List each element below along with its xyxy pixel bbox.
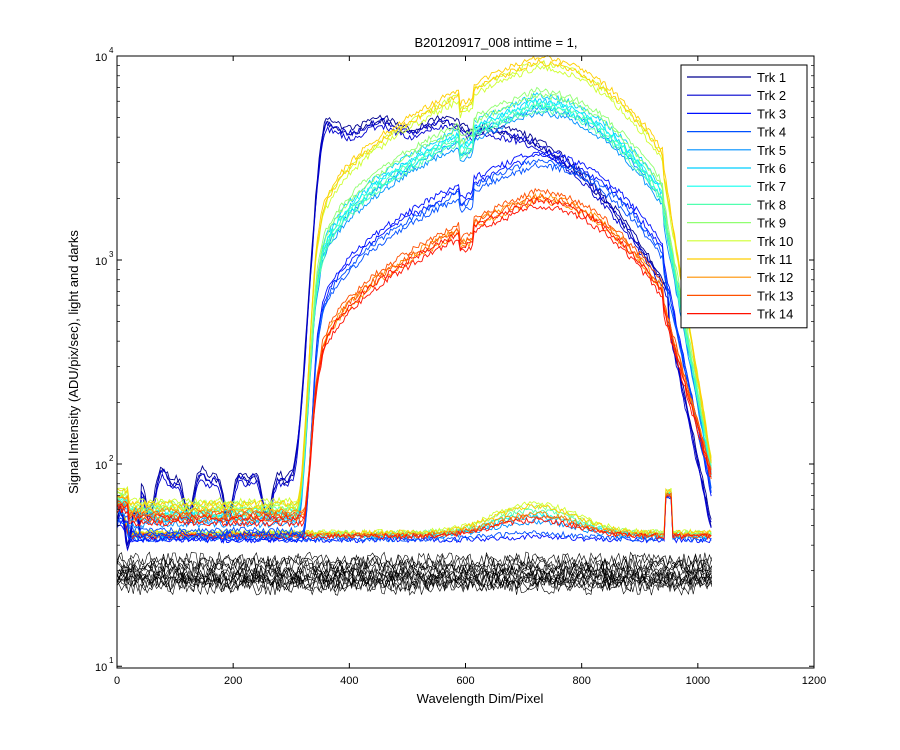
series-layer — [116, 55, 713, 596]
baseline-line-11 — [116, 487, 712, 537]
legend-label-4: Trk 4 — [757, 125, 786, 140]
legend-label-9: Trk 9 — [757, 216, 786, 231]
y-tick-label-1: 10 — [95, 460, 107, 472]
legend-label-6: Trk 6 — [757, 161, 786, 176]
y-tick-exp-2: 3 — [109, 250, 114, 259]
x-tick-label-4: 800 — [572, 675, 590, 687]
legend-label-5: Trk 5 — [757, 143, 786, 158]
x-axis-label: Wavelength Dim/Pixel — [417, 691, 544, 706]
dark-line-3 — [116, 556, 713, 575]
x-tick-label-2: 400 — [340, 675, 358, 687]
legend-label-10: Trk 10 — [757, 234, 793, 249]
legend-label-1: Trk 1 — [757, 70, 786, 85]
series-line-14-2 — [116, 196, 712, 522]
baseline-line-10 — [116, 487, 712, 536]
legend-box — [680, 64, 808, 329]
dark-line-13 — [116, 574, 713, 593]
legend-label-3: Trk 3 — [757, 106, 786, 121]
y-tick-exp-3: 4 — [109, 46, 114, 55]
series-line-9-1 — [116, 92, 712, 514]
x-tick-label-0: 0 — [114, 675, 120, 687]
legend-label-11: Trk 11 — [757, 252, 792, 267]
x-tick-label-1: 200 — [224, 675, 242, 687]
legend-label-14: Trk 14 — [757, 307, 793, 322]
y-tick-exp-1: 2 — [109, 454, 114, 463]
y-tick-label-3: 10 — [95, 52, 107, 64]
baseline-line-14 — [116, 495, 712, 541]
series-line-11-2 — [116, 55, 712, 508]
dark-line-9 — [116, 568, 713, 586]
legend: Trk 1 Trk 2 Trk 3 Trk 4 Trk 5 Trk 6 Trk 7 Trk 8… — [680, 64, 808, 329]
legend-label-7: Trk 7 — [757, 179, 786, 194]
dark-line-1 — [116, 551, 713, 569]
series-line-13-2 — [116, 187, 712, 519]
dark-line-14 — [116, 578, 712, 596]
chart-title: B20120917_008 inttime = 1, — [415, 35, 578, 50]
legend-label-8: Trk 8 — [757, 197, 786, 212]
x-tick-label-3: 600 — [456, 675, 474, 687]
y-axis-label: Signal Intensity (ADU/pix/sec), light an… — [66, 230, 81, 494]
series-line-2-2 — [116, 118, 712, 547]
series-line-12-2 — [116, 192, 712, 516]
legend-label-13: Trk 13 — [757, 288, 793, 303]
legend-label-2: Trk 2 — [757, 88, 786, 103]
series-line-4-2 — [116, 158, 712, 535]
x-tick-label-5: 1000 — [686, 675, 710, 687]
series-line-3-2 — [116, 151, 712, 539]
series-line-14-1 — [116, 204, 712, 528]
legend-label-12: Trk 12 — [757, 270, 793, 285]
series-line-6-1 — [116, 96, 712, 524]
x-tick-label-6: 1200 — [802, 675, 826, 687]
y-tick-label-2: 10 — [95, 256, 107, 268]
series-line-10-2 — [116, 59, 712, 506]
plot-frame — [116, 55, 815, 669]
series-line-4-1 — [116, 161, 712, 540]
series-line-8-2 — [117, 101, 712, 513]
y-tick-exp-0: 1 — [109, 656, 114, 665]
series-line-8-1 — [116, 108, 712, 518]
series-line-2-1 — [116, 123, 712, 552]
y-tick-label-0: 10 — [95, 662, 107, 674]
series-line-11-1 — [116, 58, 712, 514]
